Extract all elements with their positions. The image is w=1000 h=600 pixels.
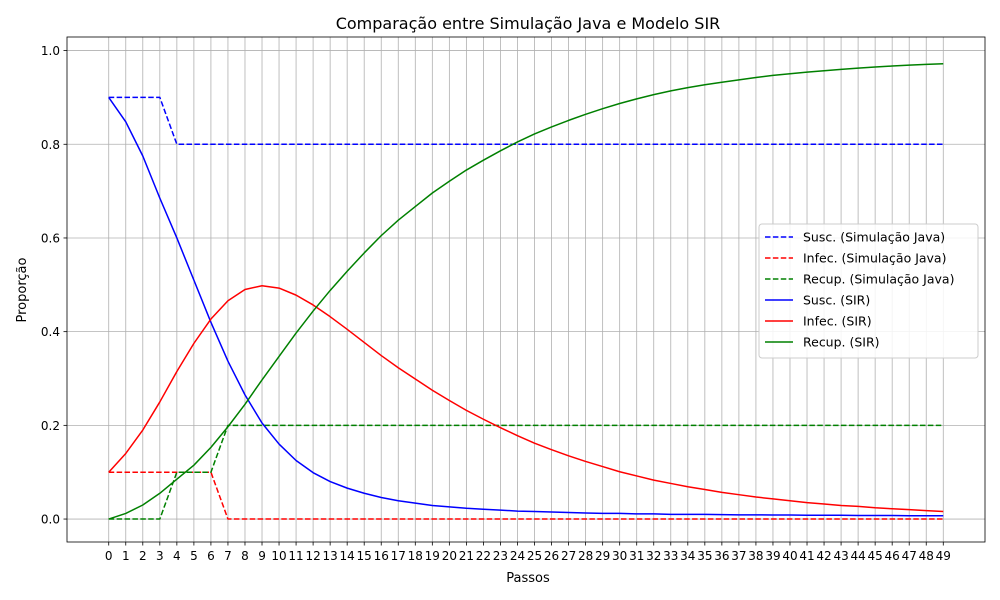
- x-tick-label: 17: [391, 549, 406, 563]
- x-tick-label: 36: [714, 549, 729, 563]
- chart-title: Comparação entre Simulação Java e Modelo…: [336, 14, 721, 33]
- x-tick-label: 30: [612, 549, 627, 563]
- x-tick-label: 47: [902, 549, 917, 563]
- x-tick-label: 40: [782, 549, 797, 563]
- x-tick-label: 14: [340, 549, 355, 563]
- x-tick-label: 33: [663, 549, 678, 563]
- legend: Susc. (Simulação Java) Infec. (Simulação …: [758, 223, 979, 359]
- x-tick-label: 49: [936, 549, 951, 563]
- x-tick-label: 9: [258, 549, 266, 563]
- x-tick-label: 1: [122, 549, 130, 563]
- x-tick-label: 16: [374, 549, 389, 563]
- legend-box: [758, 223, 979, 359]
- x-tick-label: 29: [595, 549, 610, 563]
- series-layer: [108, 62, 944, 520]
- legend-label-4: Susc. (SIR): [803, 293, 870, 308]
- x-tick-label: 0: [105, 549, 113, 563]
- x-tick-label: 13: [322, 549, 337, 563]
- x-tick-label: 23: [493, 549, 508, 563]
- x-tick-label: 27: [561, 549, 576, 563]
- x-tick-label: 34: [680, 549, 695, 563]
- ticks: 0 1 2 3 4 5 6 7 8 9 10 11 12 13 14 15 16 17 18 19 20 21 22 23 24…: [41, 44, 951, 563]
- x-tick-label: 6: [207, 549, 215, 563]
- x-tick-label: 10: [271, 549, 286, 563]
- x-tick-label: 45: [868, 549, 883, 563]
- x-tick-label: 46: [885, 549, 900, 563]
- axes-frame: [66, 36, 986, 543]
- x-tick-label: 19: [425, 549, 440, 563]
- legend-label-2: Infec. (Simulação Java): [803, 251, 946, 266]
- x-tick-label: 15: [357, 549, 372, 563]
- x-tick-label: 3: [156, 549, 164, 563]
- series-line-3: [108, 424, 944, 520]
- series-line-5: [108, 285, 944, 513]
- x-tick-label: 11: [288, 549, 303, 563]
- legend-label-6: Recup. (SIR): [803, 335, 880, 350]
- x-tick-label: 35: [697, 549, 712, 563]
- y-tick-label: 1.0: [41, 44, 60, 58]
- x-tick-label: 5: [190, 549, 198, 563]
- x-axis-label: Passos: [506, 571, 550, 586]
- x-tick-label: 42: [816, 549, 831, 563]
- legend-label-3: Recup. (Simulação Java): [803, 272, 954, 287]
- x-tick-label: 4: [173, 549, 181, 563]
- x-tick-label: 20: [442, 549, 457, 563]
- y-tick-label: 0.0: [41, 513, 60, 527]
- x-tick-label: 21: [459, 549, 474, 563]
- x-tick-label: 41: [799, 549, 814, 563]
- x-tick-label: 8: [241, 549, 249, 563]
- x-tick-label: 43: [833, 549, 848, 563]
- x-tick-label: 44: [850, 549, 865, 563]
- x-tick-label: 32: [646, 549, 661, 563]
- y-tick-label: 0.2: [41, 419, 60, 433]
- x-tick-label: 24: [510, 549, 525, 563]
- axes: [66, 36, 986, 543]
- y-tick-label: 0.4: [41, 325, 60, 339]
- x-tick-label: 38: [748, 549, 763, 563]
- x-tick-label: 39: [765, 549, 780, 563]
- series-line-6: [108, 62, 944, 520]
- x-tick-label: 37: [731, 549, 746, 563]
- x-tick-label: 18: [408, 549, 423, 563]
- x-tick-label: 31: [629, 549, 644, 563]
- x-tick-label: 2: [139, 549, 147, 563]
- x-tick-label: 28: [578, 549, 593, 563]
- x-tick-label: 22: [476, 549, 491, 563]
- y-tick-label: 0.6: [41, 231, 60, 245]
- x-tick-label: 48: [919, 549, 934, 563]
- x-tick-label: 26: [544, 549, 559, 563]
- grid-lines: [67, 37, 985, 542]
- x-tick-label: 7: [224, 549, 232, 563]
- legend-label-5: Infec. (SIR): [803, 314, 872, 329]
- legend-label-1: Susc. (Simulação Java): [803, 230, 945, 245]
- x-tick-label: 25: [527, 549, 542, 563]
- x-tick-label: 12: [305, 549, 320, 563]
- y-axis-label: Proporção: [15, 257, 30, 322]
- y-tick-label: 0.8: [41, 138, 60, 152]
- series-line-1: [108, 96, 944, 146]
- series-line-2: [108, 471, 944, 520]
